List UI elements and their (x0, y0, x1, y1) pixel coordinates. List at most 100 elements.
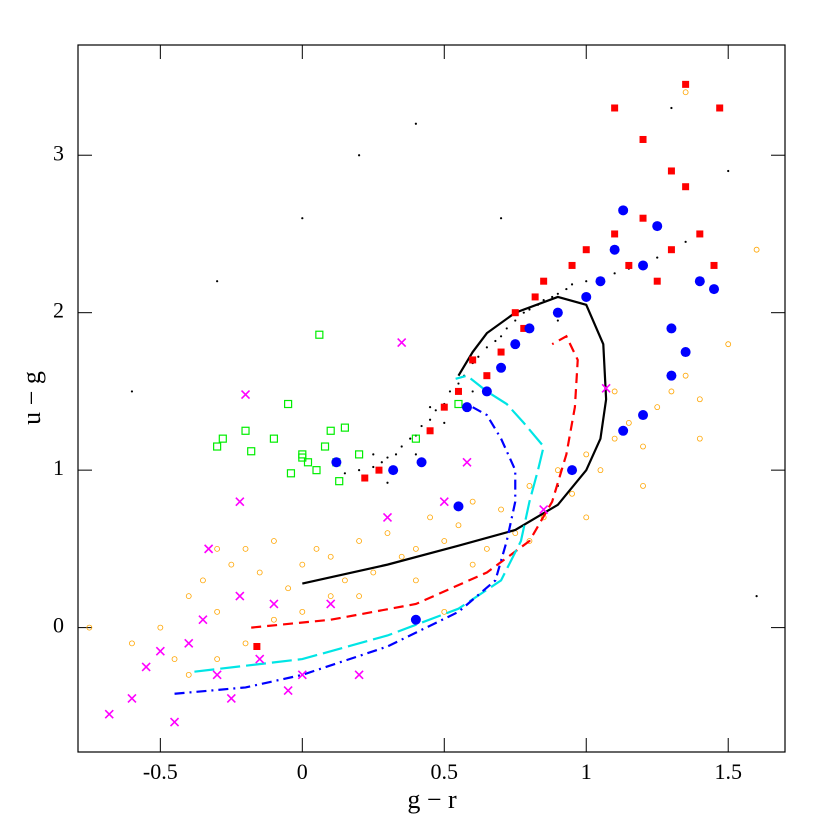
object-point (411, 434, 420, 443)
object-point (335, 477, 344, 486)
object-point (652, 221, 663, 232)
x-tick-label: 0.5 (431, 759, 459, 784)
quasar-point (214, 608, 221, 615)
quasar-point (356, 538, 362, 544)
object-point (247, 447, 256, 456)
star-point (613, 272, 616, 275)
object-point (255, 654, 265, 664)
quasar-point (214, 656, 221, 662)
quasar-point (412, 577, 419, 584)
star-point (386, 481, 389, 484)
object-point (639, 135, 647, 143)
quasar-point (185, 593, 192, 600)
object-point (213, 442, 222, 451)
star-point (216, 280, 219, 283)
quasar-point (86, 624, 93, 631)
quasar-point (185, 671, 192, 678)
object-point (253, 643, 261, 651)
object-point (354, 670, 364, 680)
object-point (601, 383, 611, 393)
star-point (448, 390, 452, 393)
object-point (618, 205, 629, 216)
star-point (528, 308, 531, 311)
object-point (511, 309, 519, 317)
star-point (380, 461, 383, 464)
quasar-point (341, 577, 348, 584)
quasar-point (157, 624, 164, 631)
star-point (477, 355, 480, 358)
quasar-point (455, 522, 462, 529)
star-point (357, 154, 361, 157)
quasar-point (583, 451, 590, 458)
object-point (104, 709, 114, 719)
object-point (568, 261, 576, 269)
y-tick-label: 2 (53, 298, 64, 323)
quasar-point (242, 640, 249, 647)
object-point (682, 80, 690, 88)
object-point (611, 230, 619, 238)
plot-frame (77, 44, 786, 753)
object-point (667, 246, 675, 254)
object-point (320, 442, 330, 451)
object-point (696, 230, 704, 238)
quasar-point (569, 490, 575, 497)
star-point (755, 595, 758, 598)
star-point (386, 456, 389, 459)
star-point (301, 217, 304, 220)
object-point (496, 362, 507, 373)
star-point (343, 472, 346, 475)
quasar-point (682, 372, 689, 379)
object-point (454, 387, 462, 395)
object-point (653, 277, 661, 285)
object-point (315, 330, 324, 339)
quasar-point (526, 482, 533, 489)
object-point (682, 183, 690, 191)
quasar-point (427, 514, 433, 521)
star-point (434, 409, 437, 412)
quasar-point (640, 482, 646, 489)
object-point (141, 662, 151, 672)
object-point (410, 614, 421, 625)
quasar-point (299, 608, 306, 615)
y-tick-label: 1 (53, 455, 64, 480)
object-point (240, 389, 251, 400)
quasar-point (469, 498, 476, 505)
object-point (286, 469, 296, 478)
star-point (400, 445, 403, 448)
star-point (565, 287, 568, 291)
object-point (709, 284, 720, 295)
object-point (540, 277, 548, 285)
object-point (198, 615, 208, 625)
y-tick-label: 3 (53, 140, 64, 165)
object-point (303, 458, 313, 467)
quasar-point (271, 538, 277, 544)
object-point (340, 423, 349, 432)
object-point (618, 425, 629, 436)
object-point (269, 434, 279, 443)
object-point (241, 426, 250, 435)
object-point (666, 323, 677, 334)
object-point (184, 638, 194, 648)
star-point (656, 256, 659, 259)
quasar-point (313, 545, 320, 552)
star-point (428, 418, 432, 421)
model-track (194, 374, 545, 673)
object-point (520, 324, 528, 332)
object-point (375, 466, 383, 474)
object-point (552, 307, 563, 318)
star-point (670, 106, 673, 110)
quasar-point (640, 443, 646, 450)
quasar-point (554, 467, 561, 474)
object-point (212, 670, 222, 680)
quasar-point (370, 569, 377, 576)
star-point (542, 298, 545, 302)
object-point (625, 261, 633, 269)
object-point (439, 497, 449, 507)
quasar-point (469, 561, 476, 568)
quasar-point (299, 561, 306, 568)
object-point (694, 276, 705, 287)
quasar-point (356, 593, 362, 600)
star-point (420, 424, 423, 428)
quasar-point (384, 530, 391, 537)
quasar-point (611, 435, 618, 442)
